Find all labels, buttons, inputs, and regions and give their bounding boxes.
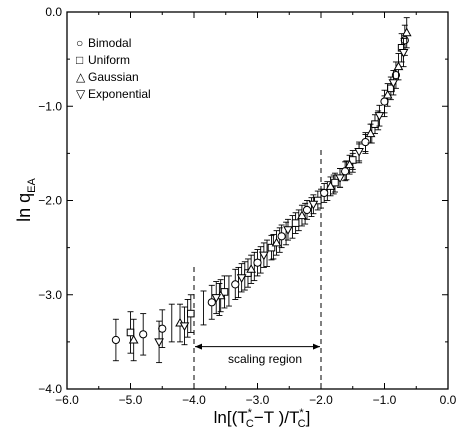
legend-item-exponential: ▽ Exponential: [76, 87, 151, 101]
point-gaussian: [246, 264, 256, 273]
point-exponential: [179, 322, 190, 332]
x-tick-label: −3.0: [246, 393, 270, 407]
x-axis-label-part3: ]: [306, 408, 311, 427]
y-tick-label: −3.0: [38, 288, 62, 302]
point-gaussian: [401, 27, 412, 37]
x-tick-label: −6.0: [55, 393, 79, 407]
x-tick-label: −1.0: [373, 393, 397, 407]
point-bimodal: [302, 205, 312, 215]
legend-label-gaussian: Gaussian: [88, 70, 139, 84]
point-bimodal: [158, 324, 167, 333]
x-tick-label: −2.0: [309, 393, 333, 407]
annotation-label: scaling region: [228, 352, 302, 366]
legend-item-bimodal: ○ Bimodal: [76, 36, 131, 50]
x-axis-label-star2: *: [299, 407, 304, 419]
legend-item-uniform: □ Uniform: [76, 53, 130, 67]
point-exponential: [398, 49, 409, 58]
point-bimodal: [111, 335, 120, 345]
legend-symbol-gaussian: △: [76, 70, 86, 84]
point-exponential: [388, 79, 399, 88]
legend-symbol-exponential: ▽: [76, 87, 86, 101]
point-uniform: [126, 328, 135, 337]
plot-frame: [66, 11, 449, 390]
point-bimodal: [400, 36, 409, 45]
y-tick-label: 0.0: [45, 5, 62, 19]
point-exponential: [236, 274, 247, 284]
data-marks: [111, 17, 412, 364]
y-axis-label-subscript: EA: [26, 177, 38, 192]
x-axis-label-sub1: C: [246, 418, 254, 430]
point-exponential: [154, 338, 164, 348]
point-gaussian: [128, 334, 139, 344]
point-gaussian: [325, 181, 336, 190]
point-bimodal: [361, 137, 370, 147]
y-tick-label: −4.0: [38, 382, 62, 396]
point-bimodal: [380, 97, 389, 106]
point-exponential: [211, 294, 222, 303]
point-gaussian: [365, 128, 376, 138]
y-axis-label-main: ln q: [14, 193, 34, 222]
point-gaussian: [271, 237, 282, 247]
y-tick-label: −1.0: [38, 99, 62, 113]
legend-label-bimodal: Bimodal: [88, 36, 131, 50]
point-bimodal: [277, 232, 286, 241]
legend-symbol-uniform: □: [76, 53, 83, 67]
point-uniform: [267, 243, 276, 252]
y-axis-label: ln qEA: [14, 177, 38, 221]
legend-label-uniform: Uniform: [88, 53, 130, 67]
point-exponential: [259, 251, 269, 261]
point-exponential: [374, 112, 385, 121]
point-uniform: [331, 178, 339, 187]
legend-symbol-bimodal: ○: [76, 36, 83, 50]
legend: ○ Bimodal □ Uniform △ Gaussian ▽ Exponen…: [76, 36, 151, 101]
point-exponential: [354, 147, 364, 157]
point-exponential: [308, 200, 319, 210]
x-axis-label-part1: ln[(T: [214, 408, 248, 427]
point-bimodal: [320, 188, 329, 198]
point-gaussian: [382, 89, 393, 99]
annotations: [193, 148, 322, 389]
point-bimodal: [253, 258, 262, 267]
x-axis-label-sub2: C: [298, 418, 306, 430]
x-axis-label-star1: *: [248, 407, 253, 419]
point-bimodal: [207, 298, 216, 307]
point-bimodal: [231, 280, 240, 289]
point-uniform: [314, 196, 322, 205]
point-gaussian: [393, 61, 404, 71]
point-exponential: [335, 174, 345, 184]
point-bimodal: [391, 71, 401, 80]
x-axis-label-part2: −T )/T: [254, 408, 300, 427]
point-gaussian: [297, 210, 307, 220]
point-gaussian: [344, 159, 355, 169]
x-tick-label: −5.0: [119, 393, 143, 407]
legend-item-gaussian: △ Gaussian: [76, 70, 139, 84]
x-tick-label: 0.0: [440, 393, 457, 407]
x-axis-label: ln[(T* C−T )/T* C]: [214, 407, 311, 430]
point-uniform: [187, 309, 195, 318]
point-exponential: [283, 226, 293, 235]
point-uniform: [291, 219, 300, 227]
x-tick-label: −4.0: [182, 393, 206, 407]
y-tick-label: −2.0: [38, 194, 62, 208]
point-bimodal: [139, 330, 148, 339]
legend-label-exponential: Exponential: [88, 87, 151, 101]
